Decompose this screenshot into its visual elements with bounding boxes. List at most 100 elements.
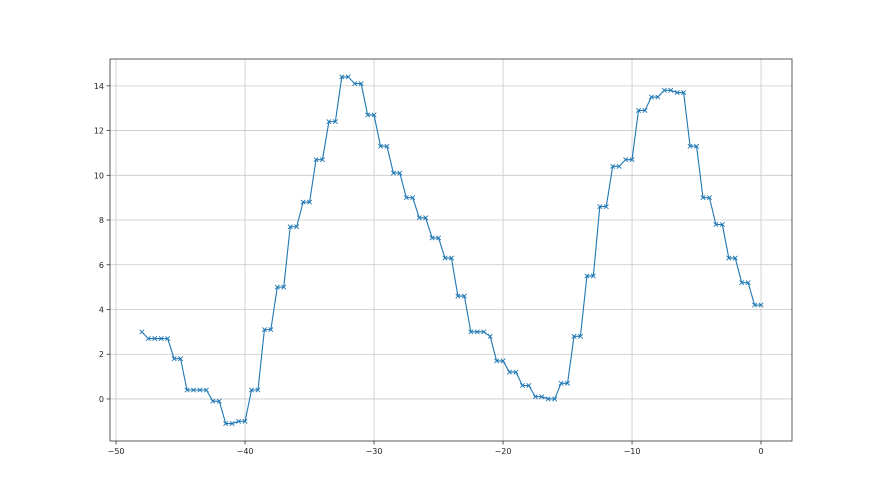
data-point-marker	[558, 380, 564, 386]
x-tick-label: −10	[624, 447, 641, 456]
data-point-marker	[326, 119, 332, 125]
data-point-marker	[745, 280, 751, 286]
data-point-marker	[545, 396, 551, 402]
data-point-marker	[461, 293, 467, 299]
data-point-marker	[429, 235, 435, 241]
data-point-marker	[139, 329, 145, 335]
y-tick-label: 10	[94, 171, 104, 180]
data-point-marker	[590, 273, 596, 279]
data-point-marker	[261, 327, 267, 333]
data-point-marker	[455, 293, 461, 299]
data-point-marker	[532, 394, 538, 400]
x-tick-label: −40	[237, 447, 254, 456]
data-point-marker	[410, 195, 416, 201]
data-point-marker	[287, 224, 293, 230]
data-point-marker	[539, 394, 545, 400]
data-point-marker	[597, 204, 603, 210]
data-point-marker	[623, 157, 629, 163]
y-tick-label: 6	[99, 261, 104, 270]
data-point-marker	[403, 195, 409, 201]
data-point-marker	[313, 157, 319, 163]
data-point-marker	[210, 398, 216, 404]
data-point-marker	[236, 418, 242, 424]
y-tick-label: 2	[99, 350, 104, 359]
data-point-marker	[494, 358, 500, 364]
y-tick-label: 4	[99, 305, 104, 314]
data-point-marker	[713, 221, 719, 228]
data-point-marker	[635, 107, 642, 113]
data-point-marker	[294, 224, 300, 230]
data-point-marker	[655, 94, 661, 100]
y-tick-label: 8	[99, 216, 104, 225]
data-point-marker	[648, 94, 654, 100]
data-point-marker	[345, 74, 351, 80]
data-point-marker	[603, 204, 609, 210]
data-point-marker	[268, 327, 274, 333]
y-tick-label: 12	[94, 127, 104, 136]
data-point-marker	[423, 215, 429, 221]
data-point-marker	[700, 195, 706, 201]
data-point-marker	[681, 90, 687, 96]
data-point-marker	[694, 143, 700, 149]
data-point-marker	[500, 358, 506, 364]
data-point-marker	[178, 356, 184, 362]
grid	[110, 59, 792, 441]
data-point-marker	[358, 81, 364, 87]
y-tick-label: 0	[99, 395, 104, 404]
data-point-marker	[442, 255, 448, 261]
data-point-marker	[248, 387, 255, 393]
data-point-marker	[610, 163, 616, 169]
data-point-marker	[739, 280, 745, 286]
x-tick-label: −30	[366, 447, 383, 456]
data-point-marker	[687, 143, 693, 149]
data-point-marker	[332, 119, 338, 125]
data-point-marker	[384, 143, 390, 149]
data-point-marker	[145, 336, 151, 342]
data-point-marker	[158, 336, 164, 342]
x-tick-label: 0	[758, 447, 763, 456]
data-point-marker	[223, 421, 229, 427]
data-point-marker	[197, 387, 203, 393]
data-point-marker	[513, 369, 519, 375]
data-point-marker	[229, 421, 235, 427]
data-point-marker	[352, 81, 358, 87]
data-point-marker	[552, 396, 558, 402]
data-point-marker	[300, 199, 306, 205]
data-point-marker	[365, 112, 371, 118]
data-point-marker	[674, 90, 680, 96]
y-axis: 0 2 4 6 8 10 12 14	[94, 82, 110, 404]
plot-frame	[109, 58, 793, 442]
y-tick-label: 14	[94, 82, 104, 91]
data-point-marker	[319, 157, 325, 163]
series	[139, 74, 764, 427]
data-point-marker	[390, 170, 396, 176]
x-axis: −50 −40 −30 −20 −10 0	[108, 441, 764, 456]
data-point-marker	[216, 398, 222, 404]
data-point-marker	[377, 143, 384, 149]
data-point-marker	[506, 369, 513, 375]
data-point-marker	[474, 329, 480, 335]
data-point-marker	[616, 163, 622, 169]
data-point-marker	[752, 302, 758, 308]
data-point-marker	[481, 329, 487, 335]
data-point-marker	[184, 387, 190, 393]
data-point-marker	[726, 255, 732, 261]
data-point-marker	[416, 215, 422, 221]
data-point-marker	[661, 87, 667, 93]
data-point-marker	[571, 333, 577, 339]
data-point-marker	[758, 302, 764, 308]
data-point-marker	[519, 383, 525, 389]
data-point-marker	[487, 333, 493, 339]
data-point-marker	[629, 157, 635, 163]
data-point-marker	[165, 336, 171, 342]
data-point-marker	[307, 199, 313, 205]
data-point-marker	[397, 170, 403, 176]
data-point-marker	[584, 273, 590, 279]
data-point-marker	[565, 380, 571, 386]
data-point-marker	[706, 195, 712, 201]
data-point-marker	[732, 255, 738, 261]
data-point-marker	[255, 387, 261, 393]
x-tick-label: −20	[495, 447, 512, 456]
data-point-marker	[642, 107, 648, 113]
data-point-marker	[526, 383, 532, 389]
